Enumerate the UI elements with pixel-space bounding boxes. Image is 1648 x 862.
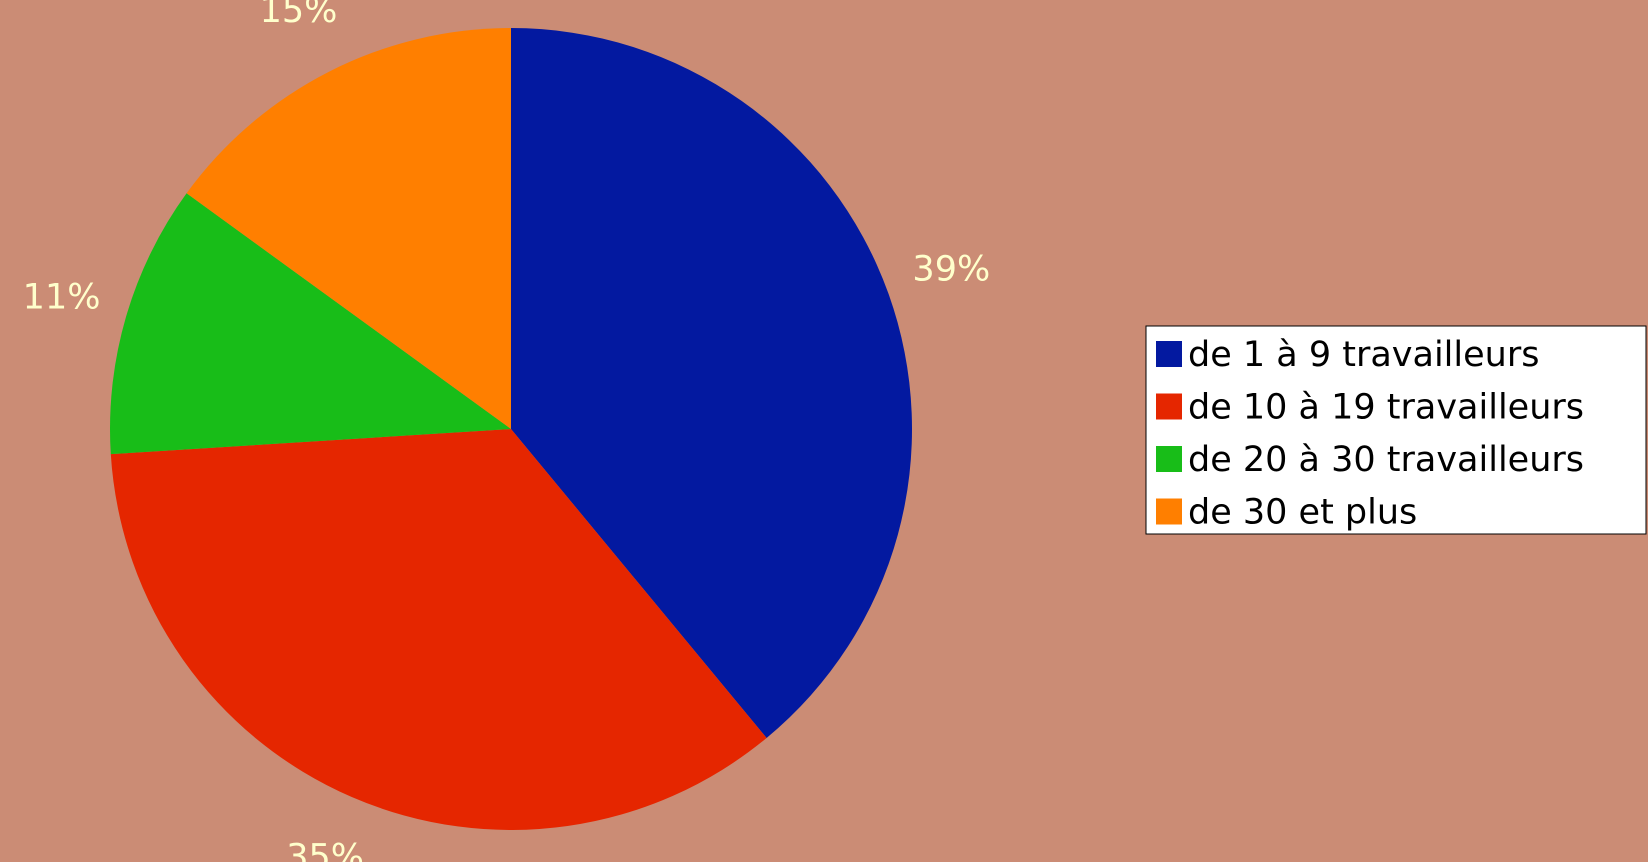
- pie-slice: [511, 28, 913, 738]
- legend-swatch: [1156, 341, 1182, 367]
- legend-label: de 20 à 30 travailleurs: [1188, 440, 1584, 480]
- pie-slice: [110, 193, 512, 455]
- legend-label: de 10 à 19 travailleurs: [1188, 388, 1584, 428]
- data-label: 39%: [912, 249, 990, 289]
- legend-label: de 30 et plus: [1188, 493, 1417, 533]
- legend-swatch: [1156, 498, 1182, 525]
- legend-label: de 1 à 9 travailleurs: [1188, 335, 1539, 375]
- legend-box: [1145, 325, 1647, 535]
- data-label: 11%: [23, 277, 101, 317]
- data-label: 35%: [286, 838, 364, 862]
- pie-slice: [186, 28, 512, 429]
- legend-swatch: [1156, 446, 1182, 472]
- pie-slice: [110, 429, 767, 830]
- legend-swatch: [1156, 393, 1182, 420]
- data-label: 15%: [260, 0, 338, 31]
